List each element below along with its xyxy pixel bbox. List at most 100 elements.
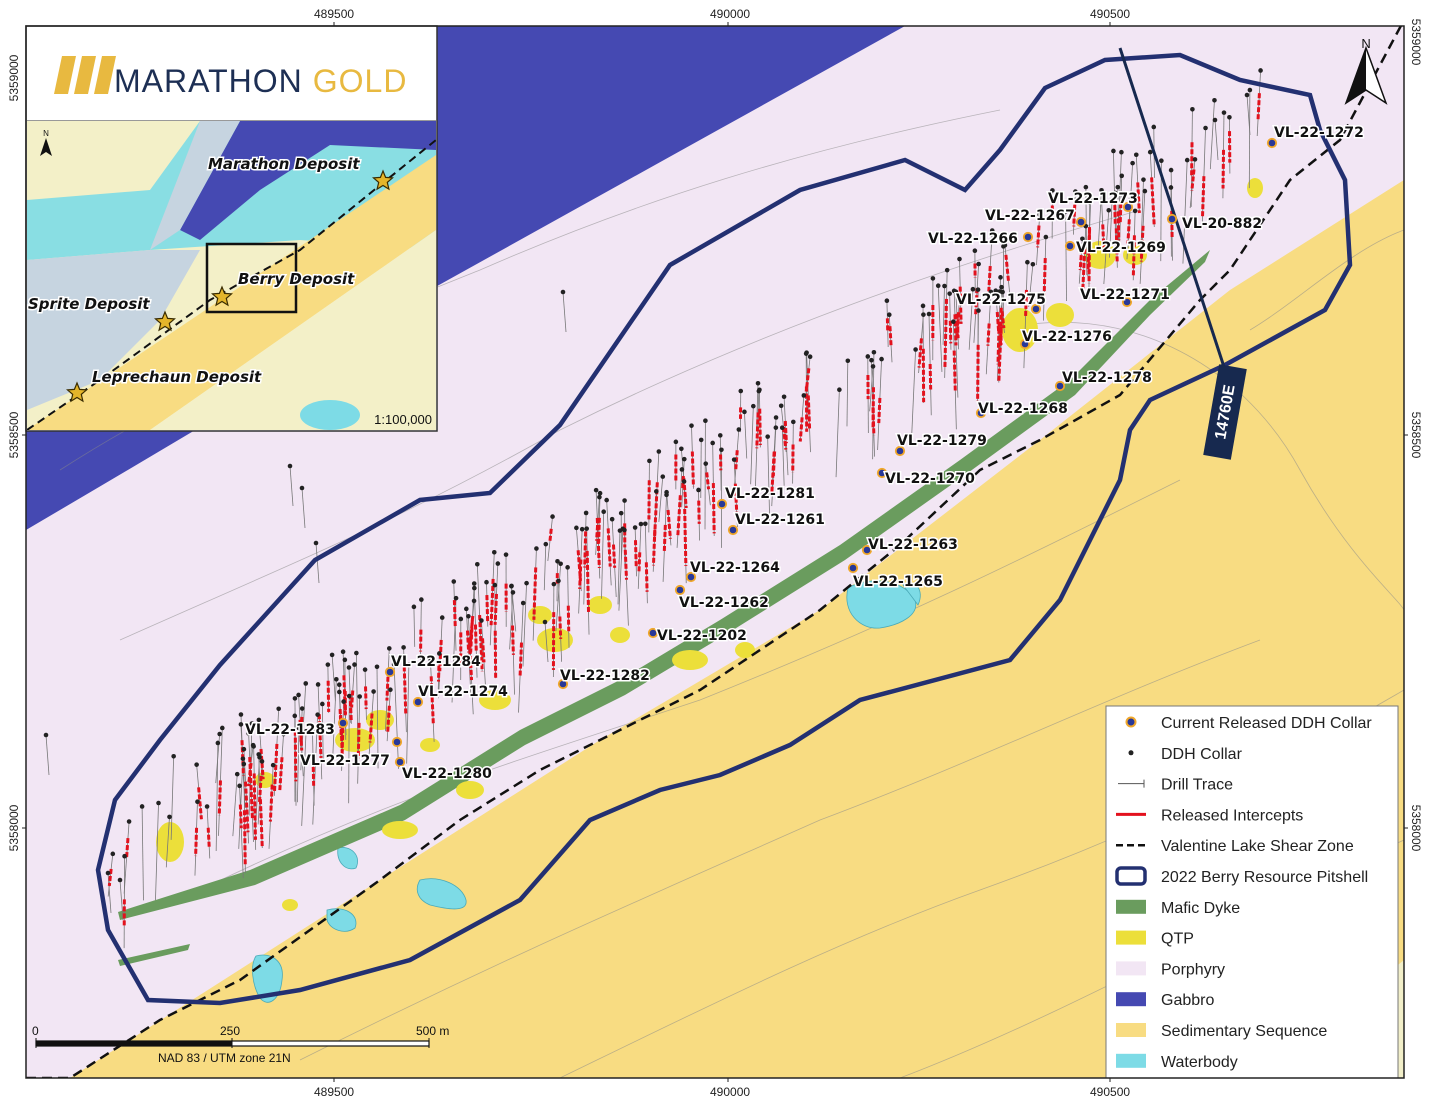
ddh-collar (313, 540, 319, 546)
drill-trace (289, 465, 294, 507)
ddh-collar (195, 799, 200, 805)
north-label: N (1361, 36, 1370, 51)
intercept (1078, 248, 1084, 271)
ddh-collar (609, 516, 615, 522)
legend-label: Drill Trace (1161, 777, 1233, 794)
drill-trace (376, 666, 379, 769)
released-collar (1030, 303, 1042, 315)
ddh-collar (520, 600, 526, 606)
ddh-collar (1203, 125, 1208, 131)
ddh-collar (970, 286, 976, 292)
ddh-collar (719, 447, 724, 453)
intercept (194, 827, 199, 857)
ddh-collar (913, 347, 918, 352)
ddh-collar (1000, 289, 1005, 295)
collar-label: VL-22-1281 (725, 486, 815, 502)
collar-label: VL-22-1265 (853, 574, 943, 590)
ddh-collar (601, 509, 606, 515)
drill-trace (805, 353, 808, 432)
ddh-collar (583, 510, 589, 516)
drill-trace (232, 774, 238, 837)
intercept (481, 638, 486, 663)
collar-label: VL-22-1261 (735, 512, 825, 528)
ddh-collar (574, 525, 579, 531)
ddh-collar (778, 403, 784, 409)
released-collar (1075, 216, 1087, 228)
intercept (257, 775, 263, 803)
intercept (452, 599, 457, 627)
legend-symbol-gabbro (1116, 992, 1146, 1007)
ddh-collar (1073, 189, 1078, 194)
inset-scale-label: 1:100,000 (374, 412, 432, 427)
drill-trace (215, 742, 219, 852)
ddh-collar (765, 434, 770, 439)
ddh-collar (698, 437, 704, 443)
drill-trace (1043, 237, 1047, 321)
intercept (402, 666, 408, 715)
ddh-collar (292, 696, 298, 701)
intercept (683, 508, 688, 566)
legend-label: QTP (1161, 931, 1194, 948)
collar-label: VL-22-1278 (1062, 370, 1152, 386)
ddh-collar (453, 595, 459, 601)
resource-pitshell (95, 52, 1353, 1006)
ddh-collar (801, 393, 807, 398)
ddh-collar (679, 467, 685, 472)
ddh-collar (1080, 236, 1085, 242)
grid-ticks (22, 22, 1408, 1082)
collar-label: VL-22-1277 (300, 753, 390, 769)
ddh-collar (921, 312, 926, 317)
intercept (485, 595, 490, 624)
ddh-collar (620, 526, 626, 532)
drill-trace (393, 664, 399, 769)
ddh-collar (555, 558, 560, 564)
ddh-collar (299, 706, 305, 711)
ddh-collar (475, 562, 480, 567)
intercept (478, 615, 484, 672)
drill-trace (301, 487, 306, 529)
legend-label: Current Released DDH Collar (1161, 715, 1372, 732)
ddh-collar (993, 288, 999, 294)
intercept (651, 529, 657, 566)
ddh-collar (401, 645, 406, 650)
ddh-collar (1030, 261, 1036, 267)
ddh-collar (976, 308, 981, 313)
intercept (273, 743, 279, 792)
ddh-collar (951, 288, 957, 294)
ddh-collar (1190, 106, 1195, 112)
ddh-collar (1111, 148, 1116, 154)
collar-label: VL-22-1283 (245, 722, 335, 738)
collar-label: VL-22-1268 (978, 401, 1068, 417)
released-collar (727, 524, 739, 536)
drill-trace (123, 821, 130, 894)
ddh-collar (543, 541, 549, 547)
ddh-collar (495, 561, 501, 566)
ddh-collar (710, 440, 715, 446)
intercept (1113, 198, 1117, 224)
ddh-collar (374, 664, 380, 670)
ddh-collar (1192, 157, 1198, 162)
intercept (340, 727, 345, 764)
ddh-collar (471, 581, 477, 586)
ddh-collar (1109, 197, 1115, 203)
legend-label: Gabbro (1161, 992, 1214, 1009)
ddh-collar (845, 358, 851, 364)
bottom-easting-2: 490000 (710, 1085, 750, 1099)
ddh-collar (565, 565, 570, 570)
drill-trace (522, 583, 527, 667)
intercept (943, 298, 949, 369)
ddh-collar (466, 613, 471, 619)
intercept (1139, 225, 1145, 262)
intercept (595, 518, 600, 541)
ddh-collar (679, 446, 684, 452)
ddh-collar (220, 725, 225, 731)
legend-label: DDH Collar (1161, 746, 1243, 763)
released-collar (861, 544, 873, 556)
ddh-collar (884, 298, 890, 304)
intercept (996, 321, 1001, 365)
drill-trace (301, 731, 307, 826)
released-collar (1121, 296, 1133, 308)
deposit-stars (66, 169, 394, 403)
legend-symbol-qtp (1116, 930, 1146, 945)
collar-label: VL-22-1263 (868, 537, 958, 553)
